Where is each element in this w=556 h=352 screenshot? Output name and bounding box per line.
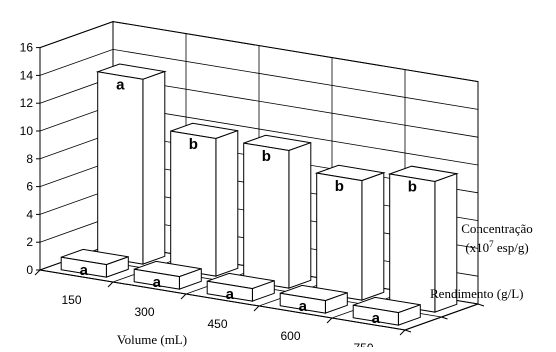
y-tick-label: 14 <box>20 68 34 82</box>
series-label-concentracao-line2: (x107 esp/g) <box>465 239 528 255</box>
bar-concentracao-450: b <box>243 134 312 289</box>
bar-front <box>133 268 180 290</box>
bar-rendimento-150: a <box>60 248 129 279</box>
x-tick <box>34 269 41 276</box>
bar-rendimento-600: a <box>279 284 348 315</box>
bar-concentracao-750: b <box>387 165 459 313</box>
bar-letter: b <box>189 136 198 153</box>
bar-letter: a <box>116 77 125 94</box>
y-tick-label: 4 <box>26 207 33 221</box>
bar-letter: a <box>372 310 381 327</box>
y-tick-label: 10 <box>20 124 34 138</box>
bar-letter: a <box>299 298 308 315</box>
bar-front <box>170 130 217 277</box>
bar-front <box>279 292 326 314</box>
depth-tick <box>404 329 412 333</box>
y-tick-label: 16 <box>20 41 34 55</box>
x-tick <box>107 281 114 288</box>
depth-tick <box>441 316 448 320</box>
bar-front <box>206 280 253 302</box>
bar-letter: a <box>153 274 162 291</box>
bar-rendimento-750: a <box>352 296 421 327</box>
x-tick-label: 300 <box>134 305 154 319</box>
y-tick-label: 2 <box>26 235 33 249</box>
bar-front <box>352 304 399 326</box>
x-tick-label: 750 <box>353 341 373 347</box>
bar-letter: b <box>262 148 271 165</box>
bar-letter: b <box>408 179 417 196</box>
y-tick-label: 12 <box>20 96 34 110</box>
x-tick-label: 150 <box>61 293 81 307</box>
bar-rendimento-450: a <box>206 272 275 303</box>
bar-letter: a <box>80 262 89 279</box>
bar-front <box>60 256 107 278</box>
x-axis <box>39 269 406 331</box>
y-tick-label: 8 <box>26 152 33 166</box>
x-axis-title: Volume (mL) <box>117 332 187 347</box>
x-tick-label: 450 <box>207 317 227 331</box>
bar-letter: a <box>226 286 235 303</box>
gridline <box>39 48 479 110</box>
bar-rendimento-300: a <box>133 260 202 291</box>
chart-bars: a b b b b a a a a a <box>60 63 459 327</box>
y-tick-label: 0 <box>26 263 33 277</box>
y-tick-label: 6 <box>26 180 33 194</box>
bar-front <box>243 142 290 289</box>
series-label-concentracao-line1: Concentração <box>461 221 532 236</box>
bar-side <box>361 172 385 301</box>
series-label-rendimento: Rendimento (g/L) <box>430 286 524 301</box>
chart-labels: Volume (mL) Rendimento (g/L) Concentraçã… <box>20 41 533 352</box>
bar-concentracao-150: a <box>95 63 167 265</box>
bar-side <box>215 129 239 277</box>
x-tick <box>253 305 260 312</box>
bar-concentracao-600: b <box>314 164 386 301</box>
bar-letter: b <box>335 178 344 195</box>
depth-tick <box>477 303 485 307</box>
x-tick <box>326 317 333 324</box>
gridline <box>39 21 479 82</box>
x-tick <box>180 293 187 300</box>
bar-side <box>288 141 312 289</box>
bar-concentracao-300: b <box>170 122 239 277</box>
x-tick <box>399 329 406 336</box>
bar-front <box>97 71 144 265</box>
x-tick-label: 600 <box>280 329 300 343</box>
bar-side <box>142 70 166 265</box>
